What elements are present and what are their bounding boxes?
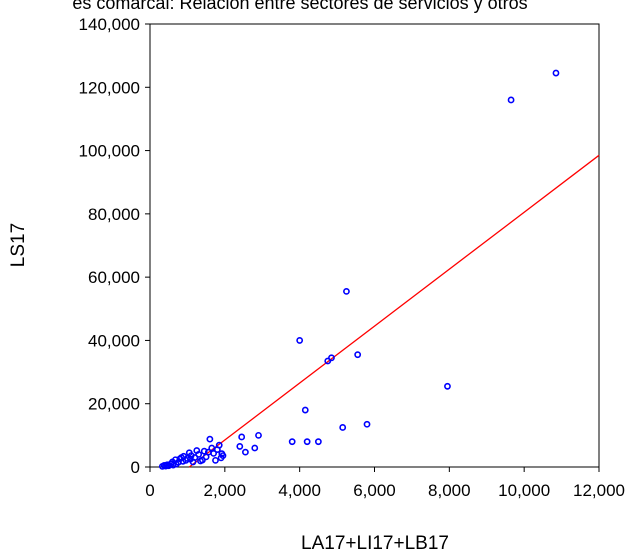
data-point (343, 287, 350, 295)
data-point (296, 337, 304, 344)
regression-line (188, 154, 600, 468)
data-point (552, 69, 560, 77)
data-point (215, 441, 223, 449)
regression-line-layer (188, 154, 600, 468)
data-points-layer (158, 69, 560, 470)
data-point (314, 438, 322, 446)
data-point (206, 435, 214, 443)
y-tick-label: 60,000 (88, 268, 140, 287)
data-point (210, 449, 218, 457)
y-tick-label: 120,000 (79, 78, 140, 97)
data-point (242, 448, 249, 456)
plot-frame (149, 23, 600, 468)
data-point (354, 351, 362, 359)
data-point (507, 96, 515, 104)
x-tick-label: 4,000 (278, 481, 321, 500)
data-point (212, 456, 219, 464)
y-tick-label: 80,000 (88, 205, 140, 224)
y-axis: 0 20,000 40,000 60,000 80,000 100,000 120,000 1… (79, 15, 150, 477)
chart-title-text: es comarcal: Relación entre sectores de … (72, 0, 527, 13)
data-point (339, 424, 347, 431)
x-axis-title: LA17+LI17+LB17 (301, 533, 449, 554)
x-tick-label: 12,000 (573, 481, 625, 500)
data-point (288, 438, 296, 446)
x-tick-label: 10,000 (498, 481, 550, 500)
x-tick-label: 8,000 (428, 481, 471, 500)
y-tick-label: 140,000 (79, 15, 140, 34)
data-point (200, 447, 208, 455)
x-tick-label: 2,000 (204, 481, 247, 500)
data-point (444, 382, 451, 390)
y-tick-label: 40,000 (88, 331, 140, 350)
x-tick-label: 6,000 (353, 481, 396, 500)
data-point (363, 420, 371, 428)
data-point (328, 354, 335, 362)
data-point (236, 443, 244, 450)
data-point (208, 444, 216, 452)
data-point (251, 444, 259, 452)
data-point (195, 450, 203, 458)
data-point (238, 433, 246, 441)
x-axis: 0 2,000 4,000 6,000 8,000 10,000 12,000 (145, 467, 625, 500)
y-tick-label: 20,000 (88, 395, 140, 414)
y-tick-label: 0 (131, 458, 140, 477)
y-axis-title: LS17 (8, 223, 29, 267)
y-tick-label: 100,000 (79, 142, 140, 161)
data-point (301, 406, 309, 414)
data-point (219, 452, 227, 460)
x-tick-label: 0 (145, 481, 154, 500)
chart-title: es comarcal: Relación entre sectores de … (72, 0, 527, 13)
data-point (169, 461, 177, 469)
data-point (255, 431, 262, 439)
data-point (303, 438, 311, 446)
